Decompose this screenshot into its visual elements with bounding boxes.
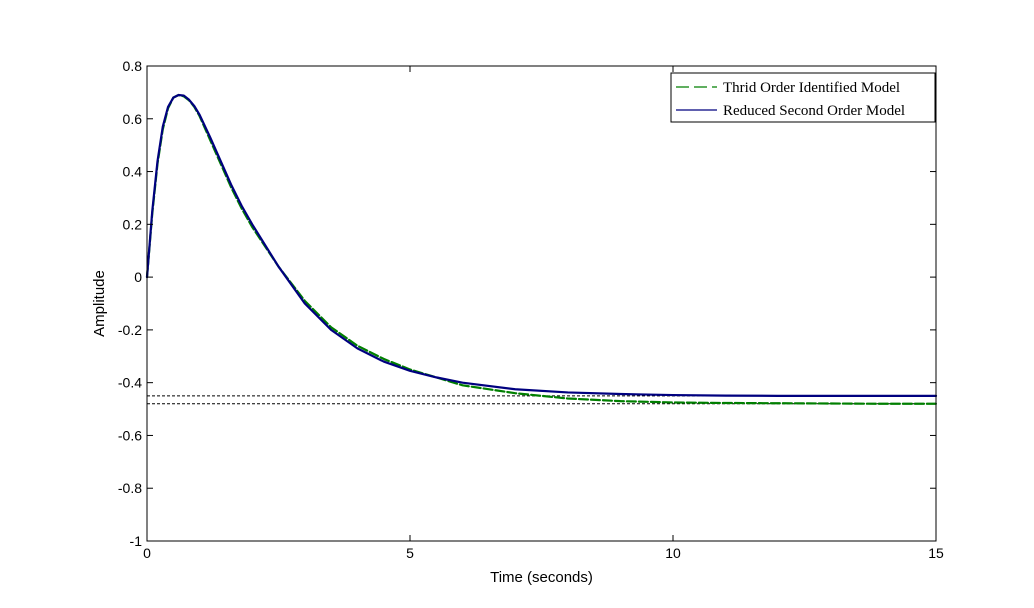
x-tick-label: 10 <box>665 545 681 561</box>
y-tick-label: -1 <box>130 533 143 549</box>
y-tick-label: 0 <box>134 269 142 285</box>
x-axis-label: Time (seconds) <box>490 569 593 586</box>
x-axis-ticks: 0 5 10 15 <box>143 66 944 561</box>
x-tick-label: 0 <box>143 545 151 561</box>
legend-label-third-order: Thrid Order Identified Model <box>723 80 900 96</box>
plot-frame <box>146 65 937 542</box>
y-tick-label: 0.4 <box>123 164 143 180</box>
x-tick-label: 15 <box>928 545 944 561</box>
y-tick-label: 0.6 <box>123 111 143 127</box>
legend-label-second-order: Reduced Second Order Model <box>723 103 905 119</box>
y-axis-label: Amplitude <box>91 270 108 337</box>
y-tick-label: 0.8 <box>123 58 143 74</box>
y-tick-label: -0.4 <box>118 375 142 391</box>
y-tick-label: -0.6 <box>118 427 142 443</box>
y-tick-label: 0.2 <box>123 216 143 232</box>
series-layer <box>145 93 938 405</box>
y-tick-label: -0.2 <box>118 322 142 338</box>
y-tick-label: -0.8 <box>118 480 142 496</box>
legend-box <box>670 72 936 123</box>
legend: Thrid Order Identified Model Reduced Sec… <box>670 72 936 123</box>
plot-area <box>147 66 936 541</box>
series-line-second-order <box>145 93 938 397</box>
x-tick-label: 5 <box>406 545 414 561</box>
y-axis-ticks: -1 -0.8 -0.6 -0.4 -0.2 0 0.2 0.4 0.6 0.8 <box>118 58 936 549</box>
